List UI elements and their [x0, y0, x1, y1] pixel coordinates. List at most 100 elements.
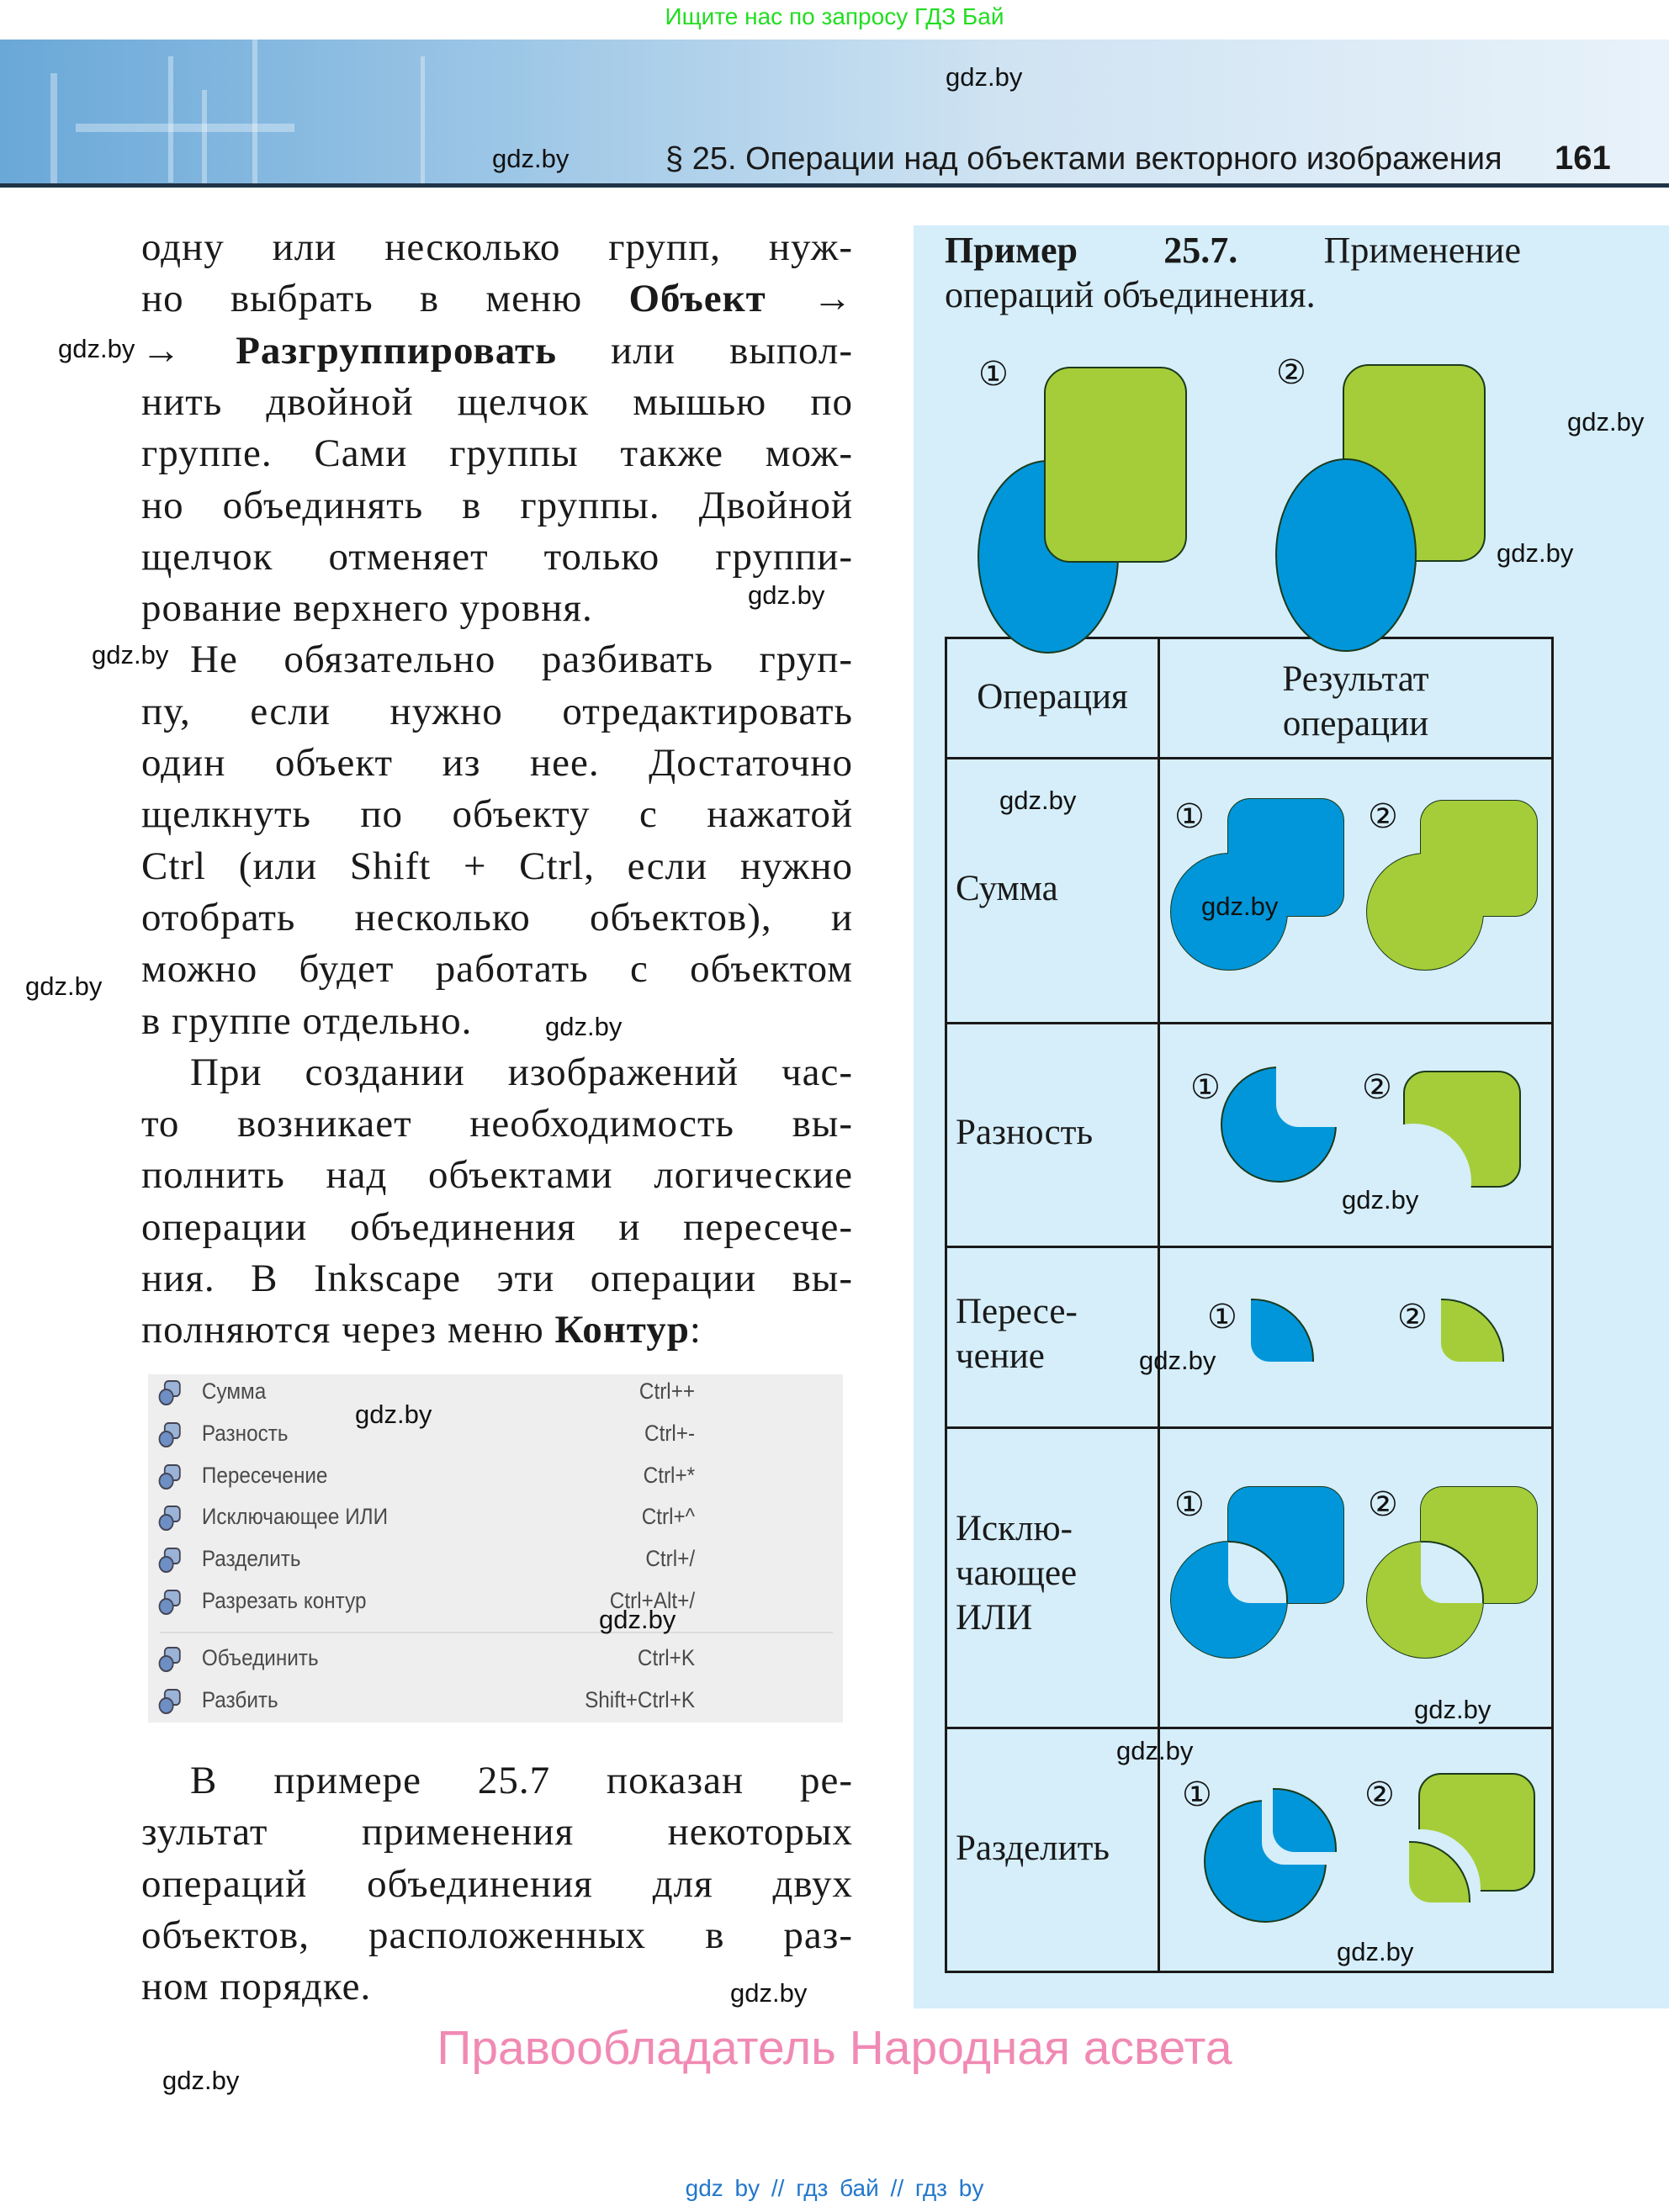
bottom-links[interactable]: gdz by // гдз бай // гдз by [685, 2175, 984, 2201]
menu-item-shortcut: Shift+Ctrl+K [585, 1687, 696, 1712]
header-operation: Операция [977, 677, 1128, 717]
header-result-line1: Результат [1282, 659, 1429, 699]
text-line: одну или несколько групп, нуж- [141, 222, 853, 273]
menu-item-label: Исключающее ИЛИ [201, 1504, 389, 1529]
watermark: gdz.by [1567, 407, 1645, 437]
operation-exclusion: Исклю-чающее ИЛИ [956, 1506, 1077, 1640]
row-divider [947, 1426, 1551, 1429]
operation-intersection-line2: чение [956, 1336, 1045, 1376]
menu-item[interactable]: Пересечение Ctrl+* [148, 1458, 773, 1496]
watermark: gdz.by [492, 144, 570, 173]
text-line: нить двойной щелчок мышью по [141, 377, 853, 428]
text-line: отобрать несколько объектов), и [141, 892, 853, 944]
operation-exclusion-line3: ИЛИ [956, 1598, 1033, 1638]
menu-item-shortcut: Ctrl++ [638, 1379, 696, 1404]
text-segment: пу, если нужно отредактировать [141, 689, 853, 733]
path-union-icon [157, 1379, 183, 1407]
text-segment: щелчок отменяет только группи- [141, 534, 853, 579]
watermark: gdz.by [599, 1605, 676, 1634]
operation-difference: Разность [956, 1113, 1094, 1152]
watermark: gdz.by [355, 1400, 432, 1429]
ellipse-above-rectangle [1275, 364, 1486, 652]
menu-item-label: Пересечение [201, 1463, 328, 1488]
menu-separator [160, 1632, 833, 1633]
menu-item[interactable]: Разделить Ctrl+/ [148, 1541, 773, 1580]
watermark: gdz.by [25, 971, 103, 1001]
watermark: gdz.by [999, 786, 1077, 815]
text-segment: один объект из нее. Достаточно [141, 741, 853, 785]
marker-1: ① [1207, 1298, 1237, 1336]
text-line: → Разгруппировать или выпол- [141, 325, 853, 377]
watermark: gdz.by [730, 1978, 808, 2008]
menu-item[interactable]: Сумма Ctrl++ [148, 1373, 773, 1412]
text-segment: или выпол- [556, 328, 854, 373]
page-number: 161 [1555, 140, 1611, 177]
menu-term: Контур [554, 1308, 690, 1352]
path-difference-icon [157, 1421, 183, 1449]
menu-item-shortcut: Ctrl+K [637, 1645, 696, 1670]
example-label: Пример 25.7. [945, 230, 1238, 271]
text-line: щелкнуть по объекту с нажатой [141, 789, 853, 840]
watermark: gdz.by [946, 62, 1023, 92]
text-line: ном порядке. [141, 1961, 853, 2013]
menu-item-shortcut: Ctrl+/ [645, 1546, 696, 1571]
text-line: но выбрать в меню Объект → [141, 273, 853, 325]
menu-item[interactable]: Объединить Ctrl+K [148, 1640, 773, 1679]
text-line: один объект из нее. Достаточно [141, 738, 853, 789]
menu-term: Разгруппировать [236, 328, 557, 373]
menu-item[interactable]: Разность Ctrl+- [148, 1416, 773, 1454]
row-divider [947, 1246, 1551, 1248]
menu-item-label: Разность [201, 1421, 289, 1446]
text-line: ния. В Inkscape эти операции вы- [141, 1253, 853, 1304]
text-segment: → [766, 277, 854, 321]
text-segment: объектов, расположенных в раз- [141, 1913, 853, 1957]
column-divider [1158, 639, 1160, 1971]
row-divider [947, 757, 1551, 759]
operation-exclusion-line1: Исклю- [956, 1509, 1073, 1548]
section-title: § 25. Операции над объектами векторного … [665, 141, 1502, 177]
operation-intersection-line1: Пересе- [956, 1292, 1078, 1331]
text-segment: операций объединения для двух [141, 1861, 853, 1906]
menu-item[interactable]: Исключающее ИЛИ Ctrl+^ [148, 1499, 773, 1537]
text-segment: Не обязательно разбивать груп- [190, 638, 853, 682]
search-hint-banner: Ищите нас по запросу ГДЗ Бай [665, 3, 1004, 29]
text-line: но объединять в группы. Двойной [141, 480, 853, 532]
path-cut-icon [157, 1588, 183, 1617]
header-result-line2: операции [1282, 704, 1429, 744]
marker-1: ① [978, 355, 1009, 394]
ellipse-below-rectangle [978, 367, 1187, 654]
watermark: gdz.by [1139, 1346, 1216, 1375]
text-line: то возникает необходимость вы- [141, 1098, 853, 1150]
operation-sum: Сумма [956, 869, 1058, 908]
example-title-text: Применение [1323, 230, 1521, 271]
text-line: Ctrl (или Shift + Ctrl, если нужно [141, 841, 853, 892]
menu-item-label: Разрезать контур [201, 1588, 367, 1613]
row-divider [947, 1022, 1551, 1024]
text-line: полняются через меню Контур: [141, 1304, 853, 1356]
menu-item[interactable]: Разбить Shift+Ctrl+K [148, 1682, 773, 1721]
text-line: операции объединения и пересече- [141, 1202, 853, 1253]
marker-2: ② [1364, 1775, 1395, 1814]
text-segment: в группе отдельно. [141, 998, 473, 1043]
marker-1: ① [1190, 1068, 1221, 1107]
difference-result-1 [1221, 1066, 1337, 1183]
watermark: gdz.by [1414, 1695, 1492, 1724]
copyright-notice: Правообладатель Народная асвета [437, 2021, 1232, 2075]
menu-item[interactable]: Разрезать контур Ctrl+Alt+/ [148, 1583, 773, 1622]
operations-table: Операция Результат операции Сумма Разност… [945, 637, 1554, 1973]
text-line: Не обязательно разбивать груп- [141, 634, 853, 685]
text-line: полнить над объектами логические [141, 1150, 853, 1201]
operation-exclusion-line2: чающее [956, 1553, 1078, 1593]
header-result: Результат операции [1160, 657, 1551, 746]
text-segment: то возникает необходимость вы- [141, 1102, 853, 1146]
watermark: gdz.by [162, 2066, 240, 2095]
example-title: Пример 25.7. Применение [945, 229, 1521, 273]
path-division-icon [157, 1546, 183, 1574]
sum-result-2 [1366, 800, 1538, 971]
watermark: gdz.by [1116, 1736, 1194, 1765]
text-line: группе. Сами группы также мож- [141, 428, 853, 479]
marker-2: ② [1368, 1485, 1398, 1524]
marker-2: ② [1368, 797, 1398, 836]
menu-item-shortcut: Ctrl+* [643, 1463, 696, 1488]
